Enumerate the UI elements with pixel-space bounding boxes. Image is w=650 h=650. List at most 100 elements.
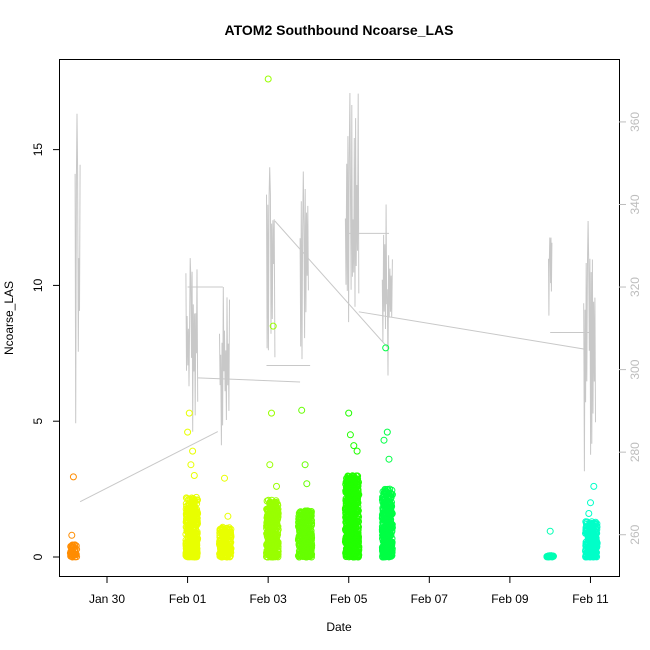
data-point	[585, 510, 593, 517]
data-point	[189, 537, 197, 544]
data-point	[588, 521, 595, 529]
data-point	[267, 518, 275, 526]
data-point	[68, 531, 76, 539]
data-point	[183, 508, 191, 515]
data-point	[307, 512, 315, 520]
data-point	[71, 541, 79, 549]
data-point	[350, 553, 358, 561]
scatter-points	[66, 75, 601, 561]
data-point	[354, 506, 362, 514]
data-point	[343, 545, 351, 553]
data-point	[183, 502, 191, 510]
data-point	[295, 550, 303, 558]
x-tick-label: Feb 09	[491, 592, 529, 606]
data-point	[264, 75, 272, 83]
point-cluster	[543, 527, 557, 561]
x-axis: Jan 30 Feb 01 Feb 03 Feb 05 Feb 07 Feb 09 Feb …	[89, 576, 609, 606]
data-point	[295, 535, 303, 542]
point-cluster	[182, 409, 202, 561]
point-cluster	[294, 406, 316, 561]
data-point	[582, 518, 590, 526]
data-point	[382, 344, 390, 352]
data-point	[342, 535, 350, 543]
data-point	[301, 526, 309, 534]
data-point	[379, 505, 387, 513]
secondary-segment	[74, 113, 81, 424]
data-point	[265, 543, 272, 551]
data-point	[263, 522, 271, 530]
data-point	[351, 541, 359, 549]
data-point	[303, 553, 311, 561]
data-point	[266, 461, 274, 469]
y-tick-label: 0	[31, 553, 45, 560]
data-point	[388, 486, 396, 494]
data-point	[353, 551, 361, 559]
data-point	[189, 447, 197, 455]
point-cluster	[66, 473, 81, 561]
data-point	[269, 545, 277, 553]
data-point	[268, 409, 275, 417]
data-point	[348, 525, 356, 533]
data-point	[304, 537, 312, 545]
data-point	[184, 428, 192, 436]
data-point	[225, 543, 233, 551]
data-point	[344, 517, 352, 525]
data-point	[190, 472, 198, 479]
secondary-series	[74, 92, 596, 503]
data-point	[72, 542, 80, 550]
data-point	[354, 496, 361, 503]
x-tick-label: Feb 07	[411, 592, 449, 606]
data-point	[387, 490, 395, 498]
data-point	[584, 552, 592, 560]
data-point	[297, 508, 305, 516]
data-point	[221, 474, 228, 482]
point-cluster	[341, 409, 363, 561]
data-point	[388, 510, 396, 518]
data-point	[385, 546, 393, 553]
secondary-connector	[274, 220, 390, 350]
data-point	[385, 455, 393, 463]
data-point	[383, 428, 391, 436]
data-point	[272, 535, 279, 543]
data-point	[590, 539, 598, 547]
data-point	[69, 550, 77, 557]
secondary-segment	[548, 237, 553, 316]
data-point	[307, 551, 315, 559]
data-point	[351, 516, 359, 524]
x-tick-label: Feb 03	[249, 592, 287, 606]
data-point	[590, 482, 598, 490]
data-point	[187, 546, 195, 554]
data-point	[264, 511, 272, 519]
data-point	[380, 436, 388, 444]
data-point	[346, 492, 354, 500]
data-point	[298, 406, 306, 414]
data-point	[67, 542, 75, 550]
data-point	[274, 550, 282, 558]
secondary-segment	[185, 258, 199, 432]
secondary-segment	[219, 286, 230, 446]
y-tick-label: 5	[31, 418, 45, 425]
data-point	[586, 530, 594, 538]
data-point	[353, 447, 361, 455]
secondary-segment	[583, 220, 596, 472]
data-point	[345, 547, 353, 555]
point-cluster	[582, 482, 601, 561]
data-point	[353, 477, 361, 485]
data-point	[351, 520, 359, 528]
data-point	[346, 431, 354, 439]
data-point	[188, 519, 196, 527]
secondary-segment	[381, 204, 393, 376]
data-point	[379, 533, 387, 541]
data-point	[218, 541, 226, 549]
data-point	[306, 509, 314, 517]
data-point	[546, 527, 554, 535]
data-point	[182, 511, 190, 519]
data-point	[344, 490, 352, 498]
data-point	[346, 509, 354, 517]
data-point	[582, 527, 590, 535]
data-point	[263, 549, 270, 557]
data-point	[227, 533, 235, 541]
data-point	[351, 487, 359, 495]
data-point	[219, 523, 227, 531]
